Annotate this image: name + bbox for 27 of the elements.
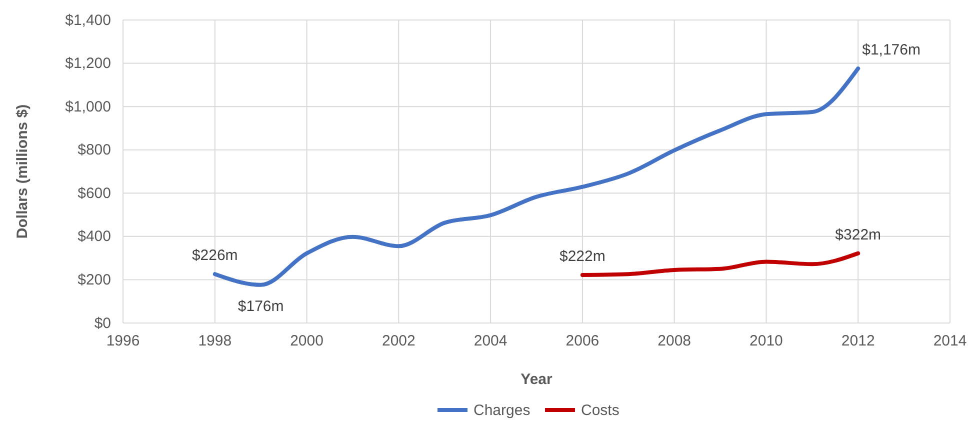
x-tick-label: 2006	[566, 332, 600, 350]
x-axis-title: Year	[520, 371, 553, 388]
y-tick-label: $1,200	[65, 55, 111, 72]
legend-label: Costs	[581, 402, 620, 419]
y-tick-label: $400	[78, 228, 111, 246]
y-axis-title: Dollars (millions $)	[14, 104, 31, 239]
y-tick-label: $200	[78, 272, 111, 289]
data-label: $176m	[238, 298, 284, 315]
data-label: $222m	[560, 248, 606, 265]
y-tick-label: $0	[94, 314, 111, 332]
x-tick-label: 1998	[198, 332, 232, 350]
x-tick-label: 2002	[382, 332, 416, 350]
x-tick-label: 2004	[474, 332, 508, 350]
x-tick-label: 1996	[106, 332, 140, 350]
legend-label: Charges	[474, 402, 530, 419]
data-label: $226m	[192, 247, 238, 264]
data-label: $1,176m	[862, 41, 920, 58]
x-tick-label: 2008	[658, 332, 692, 350]
y-tick-label: $1,400	[65, 12, 111, 29]
x-tick-label: 2000	[290, 332, 324, 350]
y-tick-label: $1,000	[65, 98, 111, 116]
x-tick-label: 2014	[933, 332, 967, 350]
data-label: $322m	[835, 226, 882, 244]
x-tick-label: 2010	[750, 332, 783, 350]
y-tick-label: $800	[78, 142, 111, 159]
y-tick-label: $600	[78, 184, 111, 202]
x-tick-label: 2012	[841, 332, 875, 350]
